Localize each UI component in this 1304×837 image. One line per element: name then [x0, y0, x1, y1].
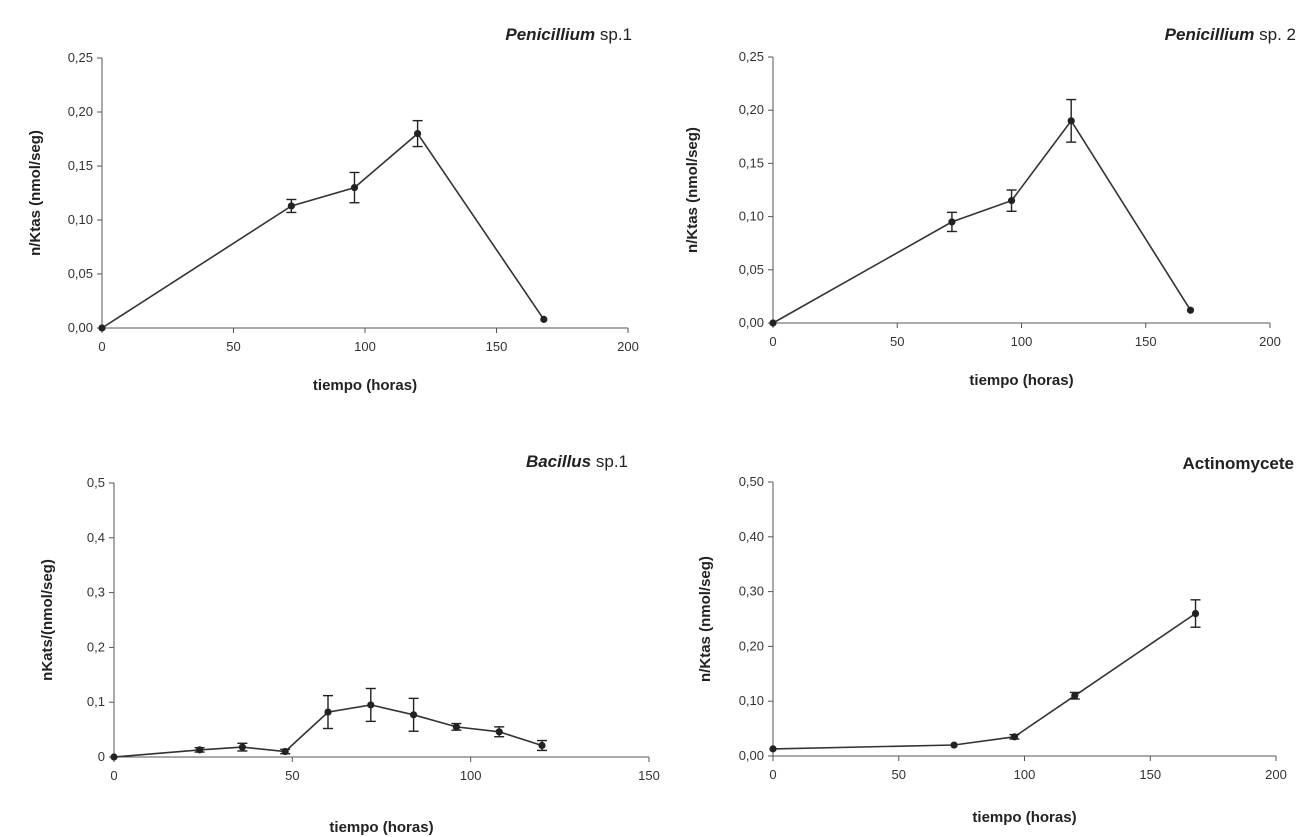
y-tick-label: 0,10 — [739, 209, 764, 224]
x-tick-label: 0 — [769, 334, 776, 349]
x-axis-title: tiempo (horas) — [313, 377, 417, 394]
data-point — [410, 711, 418, 719]
chart-title-species: sp.1 — [591, 452, 628, 471]
y-axis-title: nKats/(nmol/seg) — [39, 559, 56, 681]
x-axis-title: tiempo (horas) — [972, 809, 1076, 826]
y-axis-title: n/Ktas (nmol/seg) — [684, 127, 701, 253]
data-point — [948, 218, 956, 226]
x-tick-label: 50 — [285, 768, 299, 783]
y-tick-label: 0,20 — [739, 102, 764, 117]
data-point — [1191, 609, 1200, 618]
y-tick-label: 0,5 — [87, 475, 105, 490]
chart-panel-3: 0 0,1 0,2 0,3 0,4 0,5 0 50 100 150 tiempo (horas) n… — [39, 452, 660, 836]
y-axis-title: n/Ktas (nmol/seg) — [27, 130, 44, 256]
data-point — [769, 745, 777, 753]
chart-title-species: sp. 2 — [1254, 25, 1296, 44]
y-tick-label: 0,10 — [739, 693, 764, 708]
x-tick-label: 100 — [354, 339, 376, 354]
y-tick-label: 0,1 — [87, 694, 105, 709]
chart-title: Bacillus sp.1 — [526, 452, 628, 471]
x-axis-title: tiempo (horas) — [329, 819, 433, 836]
x-tick-label: 200 — [1265, 767, 1287, 782]
y-tick-label: 0,25 — [739, 49, 764, 64]
data-point — [110, 753, 118, 761]
chart-panel-2: 0,00 0,05 0,10 0,15 0,20 0,25 0 50 100 150 200 tiem… — [684, 25, 1296, 389]
data-point — [769, 319, 777, 327]
x-tick-label: 100 — [460, 768, 482, 783]
series-line — [113, 704, 543, 758]
data-point — [287, 202, 295, 210]
y-tick-label: 0,25 — [68, 50, 93, 65]
data-point — [495, 728, 503, 736]
x-tick-label: 200 — [617, 339, 639, 354]
series-line — [772, 612, 1196, 750]
data-point — [367, 701, 375, 709]
data-point — [1007, 197, 1016, 205]
x-tick-label: 50 — [890, 334, 904, 349]
y-tick-label: 0,3 — [87, 585, 105, 600]
series-line — [101, 132, 545, 329]
chart-title-name: Actinomycete — [1183, 454, 1294, 473]
data-point — [414, 130, 422, 138]
data-point — [196, 746, 204, 754]
data-point — [1071, 692, 1079, 700]
data-point — [538, 741, 546, 750]
chart-title: Penicillium sp.1 — [505, 25, 632, 44]
chart-title-genus: Bacillus — [526, 452, 591, 471]
y-tick-label: 0,00 — [739, 748, 764, 763]
data-point — [350, 184, 359, 192]
y-tick-label: 0,20 — [68, 104, 93, 119]
chart-title-genus: Penicillium — [505, 25, 595, 44]
data-point — [452, 723, 460, 731]
data-point — [281, 747, 289, 756]
y-tick-label: 0,20 — [739, 638, 764, 653]
chart-title-species: sp.1 — [595, 25, 632, 44]
y-tick-label: 0,50 — [739, 474, 764, 489]
x-tick-label: 50 — [226, 339, 240, 354]
y-tick-label: 0 — [98, 749, 105, 764]
y-tick-label: 0,15 — [68, 158, 93, 173]
chart-title: Actinomycete — [1183, 454, 1294, 473]
x-tick-label: 150 — [1135, 334, 1157, 349]
x-tick-label: 200 — [1259, 334, 1281, 349]
chart-panel-4: 0,00 0,10 0,20 0,30 0,40 0,50 0 50 100 150 200 tiem… — [697, 454, 1294, 826]
y-tick-label: 0,00 — [68, 320, 93, 335]
y-tick-label: 0,2 — [87, 639, 105, 654]
x-axis-title: tiempo (horas) — [969, 372, 1073, 389]
y-tick-label: 0,40 — [739, 529, 764, 544]
series-line — [772, 119, 1192, 324]
data-point — [1186, 306, 1195, 314]
x-tick-label: 0 — [769, 767, 776, 782]
chart-title: Penicillium sp. 2 — [1165, 25, 1296, 44]
y-tick-label: 0,30 — [739, 584, 764, 599]
x-tick-label: 50 — [892, 767, 906, 782]
data-point — [324, 708, 332, 716]
x-tick-label: 100 — [1014, 767, 1036, 782]
chart-title-genus: Penicillium — [1165, 25, 1255, 44]
data-point — [238, 743, 246, 751]
y-tick-label: 0,05 — [739, 262, 764, 277]
x-tick-label: 0 — [98, 339, 105, 354]
y-tick-label: 0,00 — [739, 315, 764, 330]
x-tick-label: 150 — [1139, 767, 1161, 782]
x-tick-label: 0 — [110, 768, 117, 783]
y-axis-title: n/Ktas (nmol/seg) — [697, 556, 714, 682]
data-point — [98, 324, 106, 332]
x-tick-label: 150 — [486, 339, 508, 354]
data-point — [950, 741, 958, 749]
x-tick-label: 150 — [638, 768, 660, 783]
data-point — [1067, 117, 1075, 125]
y-tick-label: 0,15 — [739, 155, 764, 170]
y-tick-label: 0,4 — [87, 530, 105, 545]
chart-panel-1: 0,00 0,05 0,10 0,15 0,20 0,25 0 50 100 150 200 tiem… — [27, 25, 639, 394]
data-point — [540, 315, 548, 323]
y-tick-label: 0,05 — [68, 266, 93, 281]
x-tick-label: 100 — [1011, 334, 1033, 349]
data-point — [1010, 733, 1019, 741]
y-tick-label: 0,10 — [68, 212, 93, 227]
